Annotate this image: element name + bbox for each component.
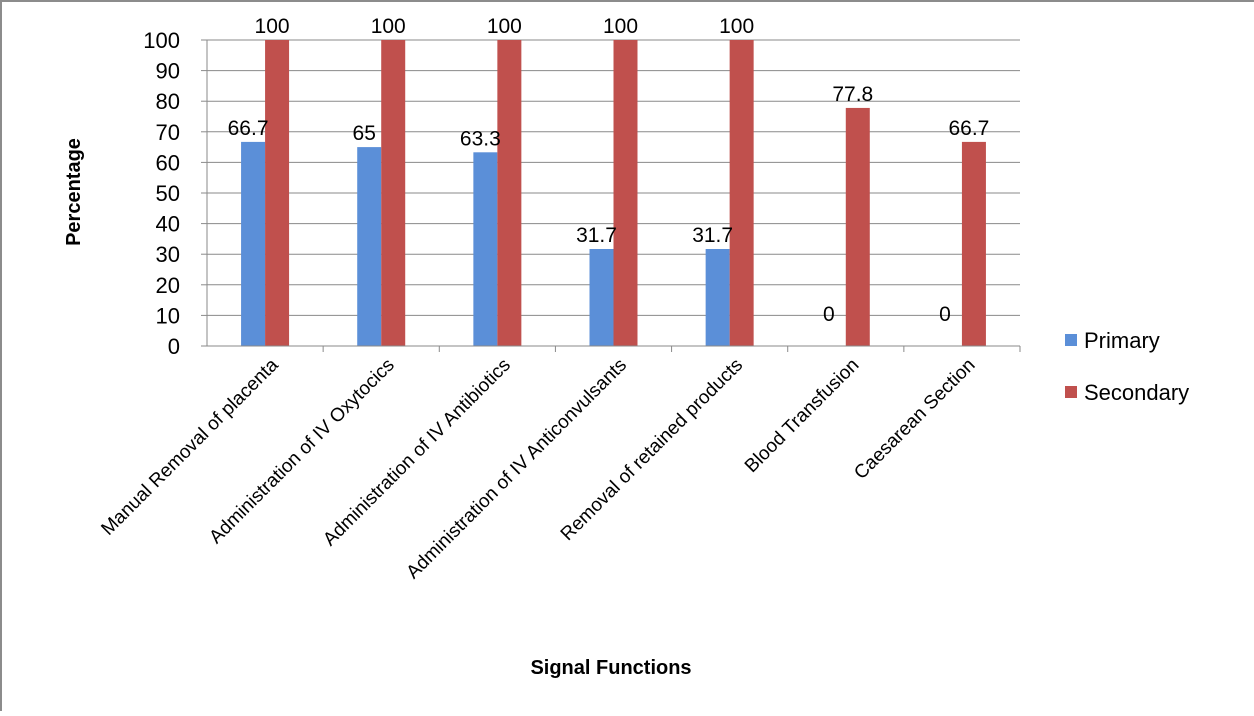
y-tick-label: 20 <box>156 273 180 298</box>
category-label: Administration of IV Oxytocics <box>205 355 398 548</box>
data-label-primary: 66.7 <box>228 117 269 140</box>
y-tick-labels: 0 10 20 30 40 50 60 70 80 90 100 <box>143 28 180 359</box>
bar-secondary <box>265 40 290 346</box>
data-label-primary: 31.7 <box>576 224 617 247</box>
y-tick-label: 10 <box>156 303 180 328</box>
y-tick-label: 50 <box>156 181 180 206</box>
y-tick-label: 70 <box>156 120 180 145</box>
bar-primary <box>705 248 730 346</box>
category-label: Removal of retained products <box>557 355 747 545</box>
y-tick-label: 60 <box>156 150 180 175</box>
bars <box>241 40 986 346</box>
axes <box>201 39 1021 352</box>
data-label-secondary: 100 <box>487 15 522 38</box>
legend-swatch-primary <box>1065 334 1077 346</box>
bar-primary <box>241 141 266 346</box>
category-label: Blood Transfusion <box>741 355 863 477</box>
legend-swatch-secondary <box>1065 386 1077 398</box>
data-label-secondary: 100 <box>255 15 290 38</box>
category-labels: Manual Removal of placentaAdministration… <box>97 354 979 583</box>
legend-label-secondary: Secondary <box>1084 380 1189 405</box>
y-tick-label: 90 <box>156 59 180 84</box>
data-label-secondary: 100 <box>719 15 754 38</box>
category-label: Caesarean Section <box>850 355 979 484</box>
data-labels: 66.7 100 65 100 63.3 100 31.7 100 31.7 100 0 77.8 0 6… <box>228 15 990 326</box>
bar-secondary <box>497 40 522 346</box>
data-label-primary: 65 <box>353 122 376 145</box>
legend: Primary Secondary <box>1065 328 1189 405</box>
data-label-primary: 63.3 <box>460 127 501 150</box>
data-label-primary: 31.7 <box>692 224 733 247</box>
category-label: Administration of IV Anticonvulsants <box>403 355 631 583</box>
bar-secondary <box>729 40 754 346</box>
bar-secondary <box>381 40 406 346</box>
data-label-primary: 0 <box>939 303 951 326</box>
bar-secondary <box>961 141 986 346</box>
data-label-primary: 0 <box>823 303 835 326</box>
y-axis-title: Percentage <box>63 138 85 246</box>
data-label-secondary: 66.7 <box>948 117 989 140</box>
y-tick-label: 0 <box>168 334 180 359</box>
y-tick-label: 100 <box>143 28 180 53</box>
data-label-secondary: 100 <box>603 15 638 38</box>
bar-primary <box>357 147 382 346</box>
category-label: Administration of IV Antibiotics <box>319 355 515 551</box>
data-label-secondary: 100 <box>371 15 406 38</box>
bar-secondary <box>845 107 870 346</box>
y-tick-label: 40 <box>156 212 180 237</box>
data-label-secondary: 77.8 <box>832 83 873 106</box>
bar-primary <box>589 248 614 346</box>
y-tick-label: 30 <box>156 242 180 267</box>
legend-label-primary: Primary <box>1084 328 1160 353</box>
bar-primary <box>473 152 498 346</box>
y-tick-label: 80 <box>156 89 180 114</box>
bar-secondary <box>613 40 638 346</box>
x-axis-title: Signal Functions <box>530 657 691 679</box>
